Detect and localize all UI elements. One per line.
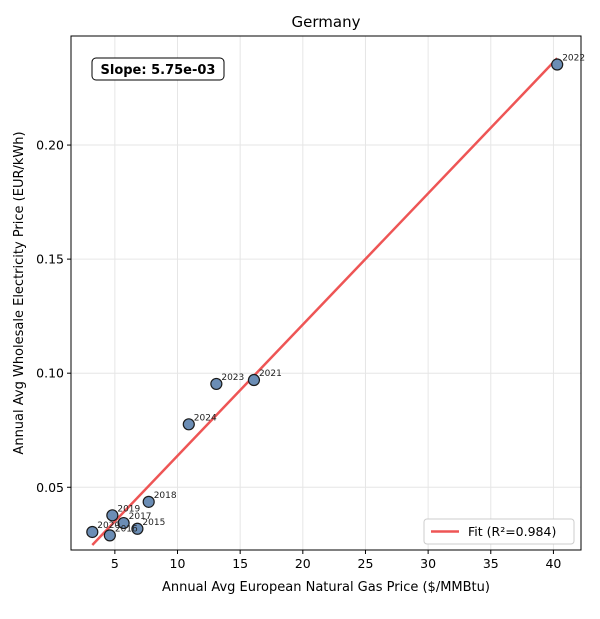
grid-lines bbox=[71, 36, 581, 550]
point-label-2024: 2024 bbox=[194, 413, 217, 423]
point-label-2023: 2023 bbox=[221, 373, 244, 383]
point-label-2018: 2018 bbox=[154, 491, 177, 501]
data-point-2021 bbox=[247, 373, 261, 387]
x-tick-label: 25 bbox=[358, 556, 374, 571]
legend: Fit (R²=0.984) bbox=[423, 518, 575, 545]
legend-fit-label: Fit (R²=0.984) bbox=[468, 524, 556, 539]
x-tick-label: 5 bbox=[111, 556, 119, 571]
y-axis-ticks: 0.05 0.10 0.15 0.20 bbox=[36, 138, 71, 495]
fit-line bbox=[91, 57, 559, 546]
chart-title: Germany bbox=[292, 13, 361, 31]
data-points bbox=[86, 58, 564, 542]
data-point-2019 bbox=[106, 509, 119, 522]
slope-annotation: Slope: 5.75e-03 bbox=[91, 57, 225, 81]
point-label-2021: 2021 bbox=[259, 369, 282, 379]
data-point-2017 bbox=[117, 516, 130, 530]
point-label-2020: 2020 bbox=[97, 521, 120, 531]
point-label-2022: 2022 bbox=[562, 54, 585, 64]
y-tick-label: 0.05 bbox=[36, 480, 64, 495]
data-point-2023 bbox=[210, 377, 223, 391]
data-point-2020 bbox=[86, 525, 99, 539]
point-labels: 2015 2016 2017 2018 2019 2020 2021 2022 2023 2024 bbox=[97, 54, 585, 535]
x-tick-label: 35 bbox=[483, 556, 499, 571]
y-tick-label: 0.20 bbox=[36, 138, 64, 153]
x-tick-label: 20 bbox=[295, 556, 311, 571]
data-point-2024 bbox=[182, 418, 195, 431]
data-point-2016 bbox=[103, 529, 116, 542]
point-label-2016: 2016 bbox=[115, 524, 138, 534]
slope-annotation-text: Slope: 5.75e-03 bbox=[101, 63, 216, 78]
data-point-2015 bbox=[131, 522, 144, 535]
y-axis-label: Annual Avg Wholesale Electricity Price (… bbox=[12, 131, 27, 454]
slope-annotation-box bbox=[91, 57, 225, 81]
point-label-2017: 2017 bbox=[129, 512, 152, 522]
data-point-2018 bbox=[142, 495, 155, 508]
point-label-2019: 2019 bbox=[117, 504, 140, 514]
data-point-2022 bbox=[551, 58, 564, 71]
plot-frame bbox=[70, 35, 582, 551]
x-tick-label: 30 bbox=[420, 556, 436, 571]
x-axis-ticks: 5 10 15 20 25 30 35 40 bbox=[111, 550, 561, 571]
point-label-2015: 2015 bbox=[142, 518, 165, 528]
x-tick-label: 15 bbox=[232, 556, 248, 571]
x-tick-label: 40 bbox=[545, 556, 561, 571]
x-axis-label: Annual Avg European Natural Gas Price ($… bbox=[162, 580, 490, 595]
legend-box bbox=[423, 518, 575, 545]
y-tick-label: 0.15 bbox=[36, 252, 64, 267]
y-tick-label: 0.10 bbox=[36, 366, 64, 381]
x-tick-label: 10 bbox=[170, 556, 186, 571]
